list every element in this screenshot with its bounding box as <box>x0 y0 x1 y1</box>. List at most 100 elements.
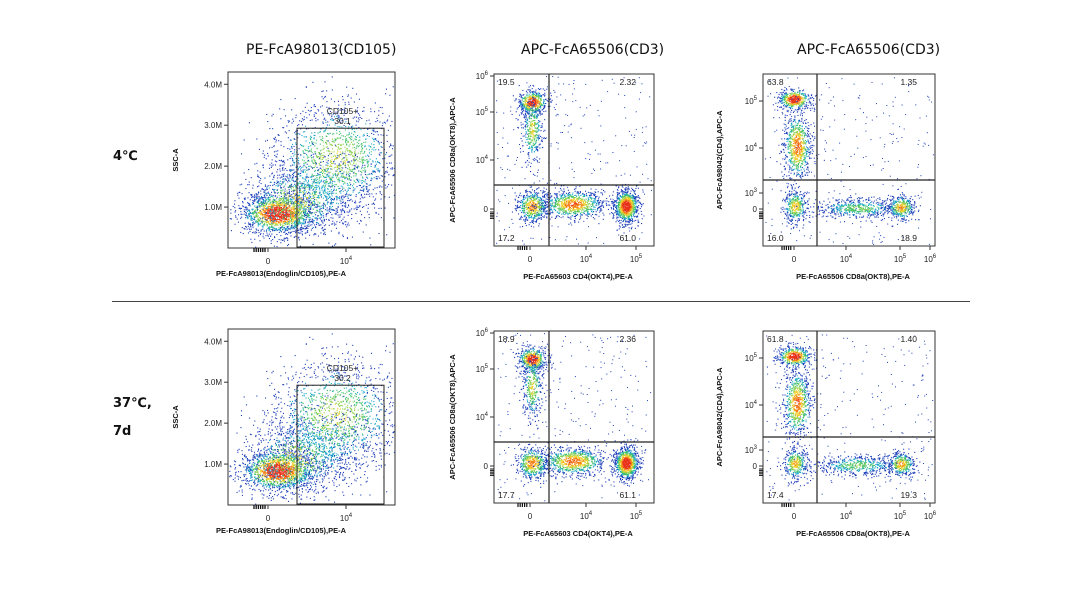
y-axis-label: APC-FcA98042(CD4),APC-A <box>715 110 724 210</box>
x-tick-label: 0 <box>792 255 797 264</box>
plot-r1-c3: 63.8 1.35 16.0 18.9 0 103 104 105 0 104 105 106 APC-… <box>715 73 937 281</box>
plot-area: CD105+30.1 <box>227 71 396 249</box>
x-tick-label: 105 <box>894 511 907 521</box>
gate-label: CD105+ <box>327 363 358 373</box>
y-axis-label: APC-FcA98042(CD4),APC-A <box>715 367 724 467</box>
quadrant-top-left: 18.9 <box>498 334 515 344</box>
events <box>497 333 652 502</box>
plot-area: 19.5 2.32 17.2 61.0 <box>493 73 655 247</box>
x-tick-label: 105 <box>894 254 907 264</box>
plot-area: CD105+30.2 <box>227 328 396 506</box>
row-label-37c-7d: 37℃, 7d <box>113 390 152 446</box>
plot-r1-c1: CD105+30.1 1.0M 2.0M 3.0M 4.0M 0 104 SSC-A PE-Fc… <box>171 71 396 278</box>
gate-label: CD105+ <box>327 106 358 116</box>
y-tick-label: 0 <box>484 205 489 214</box>
column-title-cd3-a: APC-FcA65506(CD3) <box>521 42 664 58</box>
plot-area: 61.8 1.40 17.4 19.3 <box>762 330 936 504</box>
x-tick-label: 104 <box>840 511 853 521</box>
x-axis-label: PE-FcA98013(Endoglin/CD105),PE-A <box>216 526 347 535</box>
y-tick-label: 0 <box>484 462 489 471</box>
x-axis-label: PE-FcA98013(Endoglin/CD105),PE-A <box>216 269 347 278</box>
quadrant-top-right: 2.36 <box>619 334 636 344</box>
quadrant-top-right: 2.32 <box>619 77 636 87</box>
x-tick-label: 0 <box>266 514 271 523</box>
quadrant-bottom-right: 61.0 <box>619 233 636 243</box>
x-tick-label: 106 <box>924 254 937 264</box>
x-tick-label: 104 <box>340 513 353 523</box>
y-tick-label: 106 <box>476 328 489 338</box>
x-tick-label: 0 <box>266 257 271 266</box>
plot-r1-c2: 19.5 2.32 17.2 61.0 0 104 105 106 0 104 105 APC-FcA… <box>448 71 655 281</box>
quadrant-top-right: 1.40 <box>900 334 917 344</box>
events <box>766 334 934 501</box>
y-tick-label: 1.0M <box>204 203 222 212</box>
plot-r2-c1: CD105+30.2 1.0M 2.0M 3.0M 4.0M 0 104 SSC-A PE-Fc… <box>171 328 396 535</box>
quadrant-bottom-right: 19.3 <box>900 490 917 500</box>
gate-percent: 30.1 <box>334 116 351 126</box>
quadrant-bottom-right: 18.9 <box>900 233 917 243</box>
quadrant-bottom-left: 17.2 <box>498 233 515 243</box>
x-axis-label: PE-FcA65603 CD4(OKT4),PE-A <box>523 529 633 538</box>
gate-cd105 <box>296 127 385 248</box>
y-tick-label: 103 <box>745 188 758 198</box>
x-tick-label: 106 <box>924 511 937 521</box>
y-tick-label: 2.0M <box>204 162 222 171</box>
y-tick-label: 103 <box>745 445 758 455</box>
plot-area: 18.9 2.36 17.7 61.1 <box>493 330 655 504</box>
quadrant-bottom-left: 17.4 <box>767 490 784 500</box>
x-tick-label: 0 <box>528 255 533 264</box>
y-axis-label: SSC-A <box>171 148 180 172</box>
column-title-cd105: PE-FcA98013(CD105) <box>246 42 396 58</box>
y-tick-label: 4.0M <box>204 337 222 346</box>
y-axis-label: APC-FcA65506 CD8a(OKT8),APC-A <box>448 354 457 480</box>
x-tick-label: 0 <box>792 512 797 521</box>
x-axis-label: PE-FcA65506 CD8a(OKT8),PE-A <box>796 272 910 281</box>
plot-frame <box>762 330 936 504</box>
y-axis-label: APC-FcA65506 CD8a(OKT8),APC-A <box>448 97 457 223</box>
x-tick-label: 104 <box>580 511 593 521</box>
y-tick-label: 105 <box>476 107 489 117</box>
quadrant-top-left: 19.5 <box>498 77 515 87</box>
x-tick-label: 104 <box>340 256 353 266</box>
y-tick-label: 105 <box>745 96 758 106</box>
gate-percent: 30.2 <box>334 373 351 383</box>
row-label-line: 37℃, <box>113 390 152 418</box>
gate-cd105 <box>296 384 385 505</box>
x-tick-label: 104 <box>580 254 593 264</box>
x-axis-label: PE-FcA65603 CD4(OKT4),PE-A <box>523 272 633 281</box>
quadrant-bottom-left: 16.0 <box>767 233 784 243</box>
quadrant-top-left: 63.8 <box>767 77 784 87</box>
y-tick-label: 104 <box>745 400 758 410</box>
y-axis-label: SSC-A <box>171 405 180 429</box>
row-label-line: 7d <box>113 418 152 446</box>
y-tick-label: 2.0M <box>204 419 222 428</box>
quadrant-bottom-right: 61.1 <box>619 490 636 500</box>
quadrant-top-left: 61.8 <box>767 334 784 344</box>
row-label-4c: 4℃ <box>113 143 138 171</box>
x-tick-label: 104 <box>840 254 853 264</box>
plot-r2-c2: 18.9 2.36 17.7 61.1 0 104 105 106 0 104 105 APC-FcA… <box>448 328 655 538</box>
y-tick-label: 104 <box>476 155 489 165</box>
y-tick-label: 104 <box>476 412 489 422</box>
column-title-cd3-b: APC-FcA65506(CD3) <box>797 42 940 58</box>
quadrant-top-right: 1.35 <box>900 77 917 87</box>
y-tick-label: 105 <box>745 353 758 363</box>
events <box>229 76 395 248</box>
events <box>496 76 652 245</box>
x-axis-label: PE-FcA65506 CD8a(OKT8),PE-A <box>796 529 910 538</box>
y-tick-label: 105 <box>476 364 489 374</box>
y-tick-label: 0 <box>753 205 758 214</box>
y-tick-label: 104 <box>745 143 758 153</box>
plot-r2-c3: 61.8 1.40 17.4 19.3 0 103 104 105 0 104 105 106 APC-… <box>715 330 937 538</box>
y-tick-label: 0 <box>753 462 758 471</box>
row-divider <box>112 301 970 302</box>
plot-area: 63.8 1.35 16.0 18.9 <box>762 73 936 247</box>
quadrant-bottom-left: 17.7 <box>498 490 515 500</box>
y-tick-label: 4.0M <box>204 80 222 89</box>
x-tick-label: 105 <box>630 511 643 521</box>
x-tick-label: 0 <box>528 512 533 521</box>
x-tick-label: 105 <box>630 254 643 264</box>
row-label-line: 4℃ <box>113 143 138 171</box>
y-tick-label: 1.0M <box>204 460 222 469</box>
events <box>229 333 395 505</box>
